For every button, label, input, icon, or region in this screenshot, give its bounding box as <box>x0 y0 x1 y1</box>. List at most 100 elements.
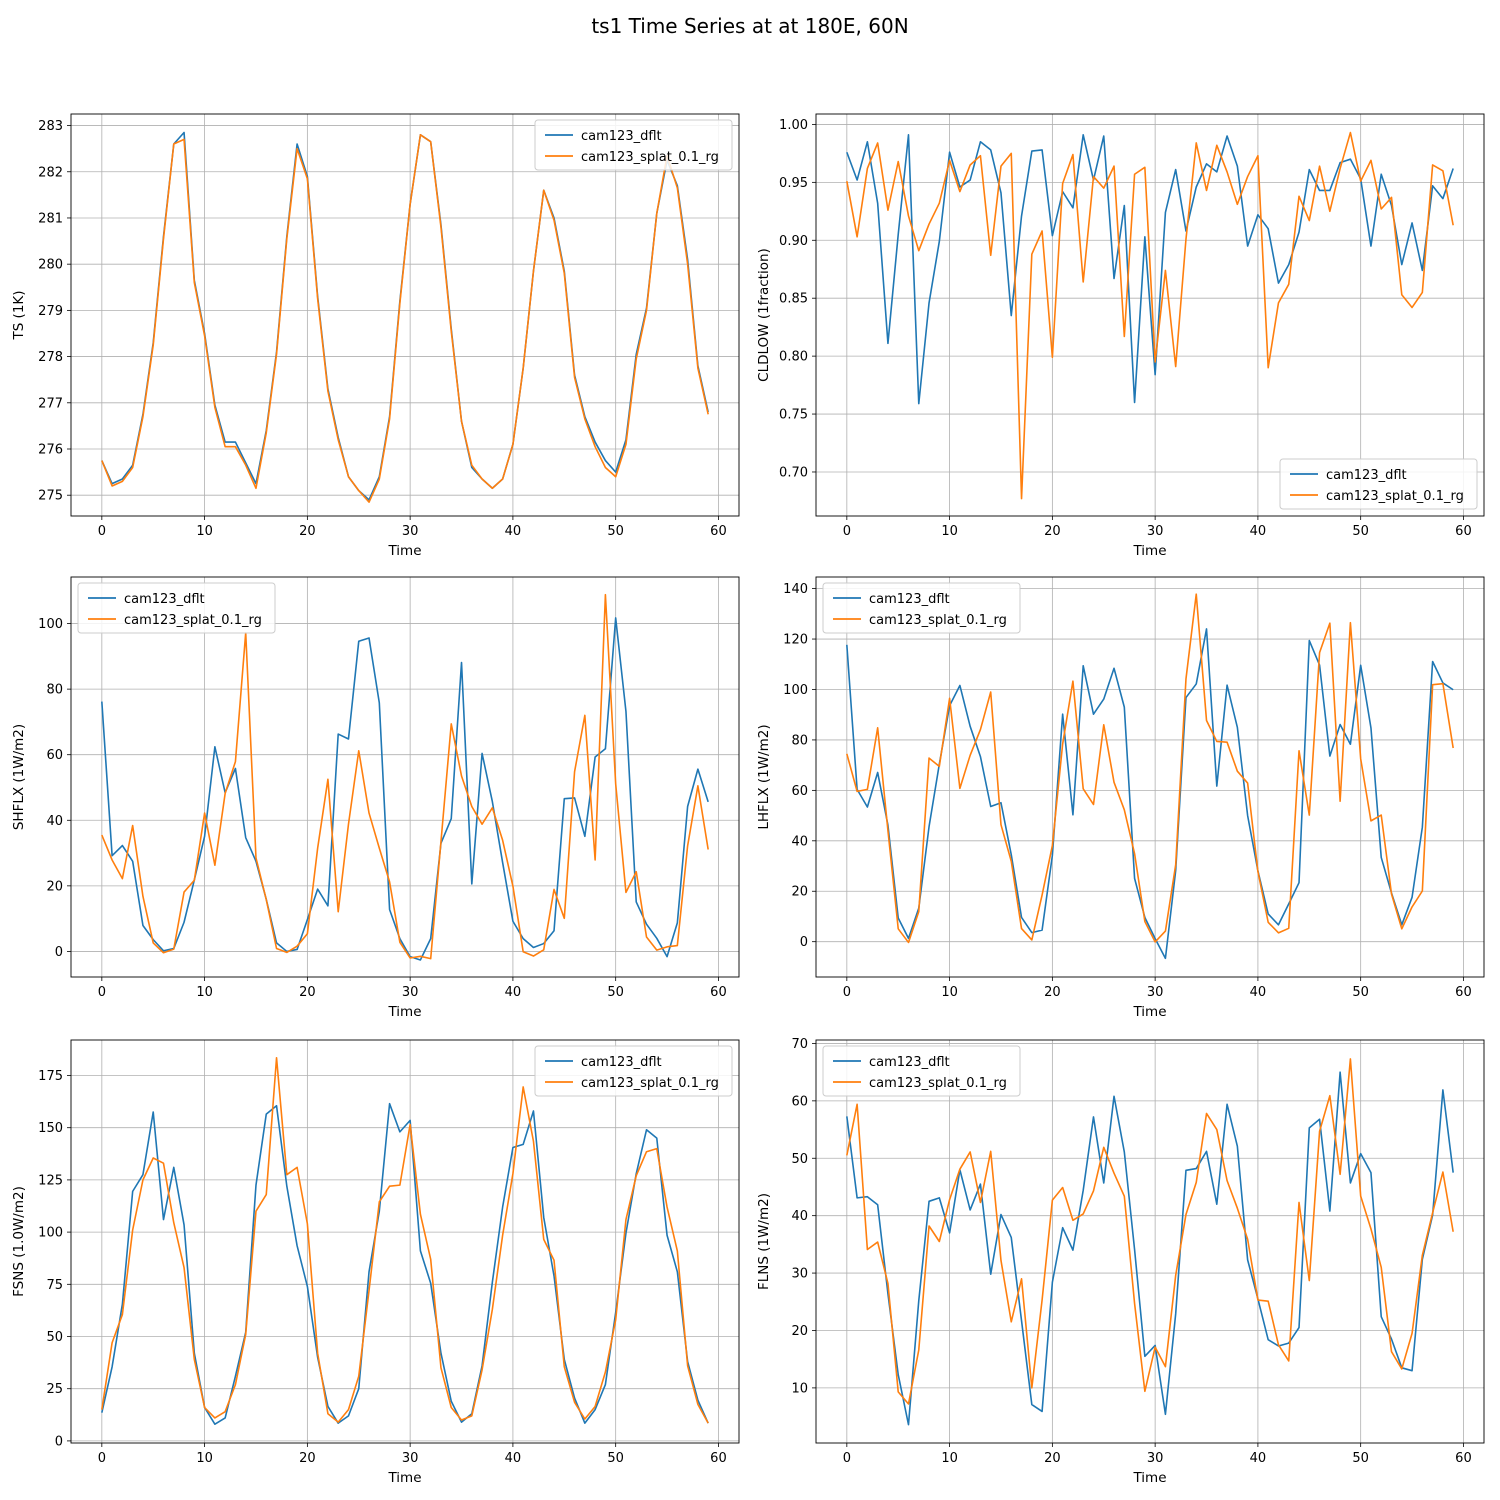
axes-frame <box>70 113 740 517</box>
legend-label: cam123_dflt <box>581 129 662 144</box>
y-axis-label: SHFLX (1W/m2) <box>11 724 27 830</box>
y-tick-label: 276 <box>38 443 63 458</box>
y-axis-label: CLDLOW (1fraction) <box>756 248 772 382</box>
legend-box <box>822 1045 1021 1097</box>
series-line-cam123-splat <box>846 593 1454 944</box>
legend-label: cam123_dflt <box>124 592 205 607</box>
y-tick-label: 278 <box>38 350 63 365</box>
y-tick-label: 100 <box>38 617 63 632</box>
x-tick-label: 50 <box>1352 524 1369 539</box>
y-axis-label: LHFLX (1W/m2) <box>756 724 772 829</box>
x-tick-label: 60 <box>1455 1451 1472 1466</box>
legend-label: cam123_dflt <box>869 592 950 607</box>
chart-panel-5: 0 10 20 30 40 50 60 0 25 50 75 100 125 150 175 Time FSNS… <box>11 1039 740 1486</box>
x-tick-label: 60 <box>1455 985 1472 1000</box>
legend-label: cam123_splat_0.1_rg <box>1326 489 1464 504</box>
x-tick-label: 10 <box>941 524 958 539</box>
y-tick-label: 100 <box>783 683 808 698</box>
legend-label: cam123_dflt <box>869 1055 950 1070</box>
y-tick-label: 80 <box>46 683 63 698</box>
y-tick-label: 0.70 <box>779 465 808 480</box>
x-tick-label: 20 <box>299 524 316 539</box>
y-tick-label: 0 <box>800 935 808 950</box>
series-line-cam123-splat <box>101 1056 709 1424</box>
x-tick-label: 40 <box>505 1451 522 1466</box>
x-tick-label: 30 <box>402 524 419 539</box>
figure-title: ts1 Time Series at at 180E, 60N <box>591 14 909 38</box>
x-tick-label: 50 <box>607 985 624 1000</box>
chart-panel-4: 0 10 20 30 40 50 60 0 20 40 60 80 100 120 140 Time LHFLX… <box>756 576 1485 1020</box>
legend: cam123_dflt cam123_splat_0.1_rg <box>822 582 1021 634</box>
x-axis-label: Time <box>1132 1004 1166 1020</box>
y-tick-label: 50 <box>46 1330 63 1345</box>
x-tick-label: 50 <box>1352 1451 1369 1466</box>
y-tick-label: 140 <box>783 582 808 597</box>
x-axis-label: Time <box>387 1470 421 1486</box>
x-tick-label: 40 <box>1250 985 1267 1000</box>
x-tick-label: 60 <box>710 1451 727 1466</box>
x-tick-label: 50 <box>607 1451 624 1466</box>
x-tick-label: 20 <box>299 1451 316 1466</box>
y-tick-label: 20 <box>791 1324 808 1339</box>
x-tick-label: 40 <box>1250 524 1267 539</box>
y-tick-label: 120 <box>783 633 808 648</box>
y-tick-label: 275 <box>38 489 63 504</box>
series-line-cam123-splat <box>101 133 709 503</box>
x-tick-label: 20 <box>1044 524 1061 539</box>
y-tick-label: 0 <box>55 1434 63 1449</box>
x-tick-label: 0 <box>98 985 106 1000</box>
series-line-cam123-dflt <box>846 628 1454 960</box>
x-tick-label: 10 <box>196 1451 213 1466</box>
y-tick-label: 20 <box>46 879 63 894</box>
x-tick-label: 30 <box>402 985 419 1000</box>
legend-label: cam123_dflt <box>1326 468 1407 483</box>
y-tick-label: 25 <box>46 1382 63 1397</box>
y-tick-label: 50 <box>791 1152 808 1167</box>
series-line-cam123-splat <box>846 131 1454 500</box>
y-tick-label: 125 <box>38 1173 63 1188</box>
legend: cam123_dflt cam123_splat_0.1_rg <box>822 1045 1021 1097</box>
legend-label: cam123_splat_0.1_rg <box>869 613 1007 628</box>
legend-box <box>77 582 276 634</box>
legend-box <box>534 1045 733 1097</box>
series-line-cam123-splat <box>846 1058 1454 1405</box>
x-tick-label: 50 <box>1352 985 1369 1000</box>
y-tick-label: 10 <box>791 1381 808 1396</box>
axes-frame <box>815 576 1485 978</box>
y-tick-label: 280 <box>38 258 63 273</box>
y-tick-label: 30 <box>791 1267 808 1282</box>
x-axis-label: Time <box>387 543 421 559</box>
y-tick-label: 100 <box>38 1226 63 1241</box>
x-tick-label: 20 <box>1044 1451 1061 1466</box>
series-line-cam123-dflt <box>101 617 709 961</box>
x-tick-label: 30 <box>402 1451 419 1466</box>
x-tick-label: 60 <box>710 985 727 1000</box>
y-tick-label: 60 <box>46 748 63 763</box>
legend-label: cam123_splat_0.1_rg <box>869 1076 1007 1091</box>
x-tick-label: 0 <box>843 524 851 539</box>
chart-panel-1: 0 10 20 30 40 50 60 275 276 277 278 279 280 281 282 283… <box>11 113 740 559</box>
legend-label: cam123_splat_0.1_rg <box>124 613 262 628</box>
chart-panel-6: 0 10 20 30 40 50 60 10 20 30 40 50 60 70 Time FLNS (1W/… <box>756 1037 1485 1486</box>
legend-box <box>822 582 1021 634</box>
x-tick-label: 20 <box>299 985 316 1000</box>
y-tick-label: 40 <box>46 814 63 829</box>
y-tick-label: 75 <box>46 1278 63 1293</box>
x-tick-label: 60 <box>710 524 727 539</box>
x-tick-label: 30 <box>1147 524 1164 539</box>
series-line-cam123-splat <box>101 593 709 960</box>
x-tick-label: 30 <box>1147 1451 1164 1466</box>
axes-frame <box>815 1039 1485 1444</box>
legend: cam123_dflt cam123_splat_0.1_rg <box>1279 458 1478 510</box>
y-tick-label: 1.00 <box>779 118 808 133</box>
x-axis-label: Time <box>387 1004 421 1020</box>
x-axis-label: Time <box>1132 1470 1166 1486</box>
y-tick-label: 175 <box>38 1069 63 1084</box>
y-axis-label: TS (1K) <box>11 290 27 340</box>
y-tick-label: 80 <box>791 733 808 748</box>
y-tick-label: 281 <box>38 211 63 226</box>
y-tick-label: 0 <box>55 945 63 960</box>
y-tick-label: 0.90 <box>779 234 808 249</box>
legend: cam123_dflt cam123_splat_0.1_rg <box>534 1045 733 1097</box>
